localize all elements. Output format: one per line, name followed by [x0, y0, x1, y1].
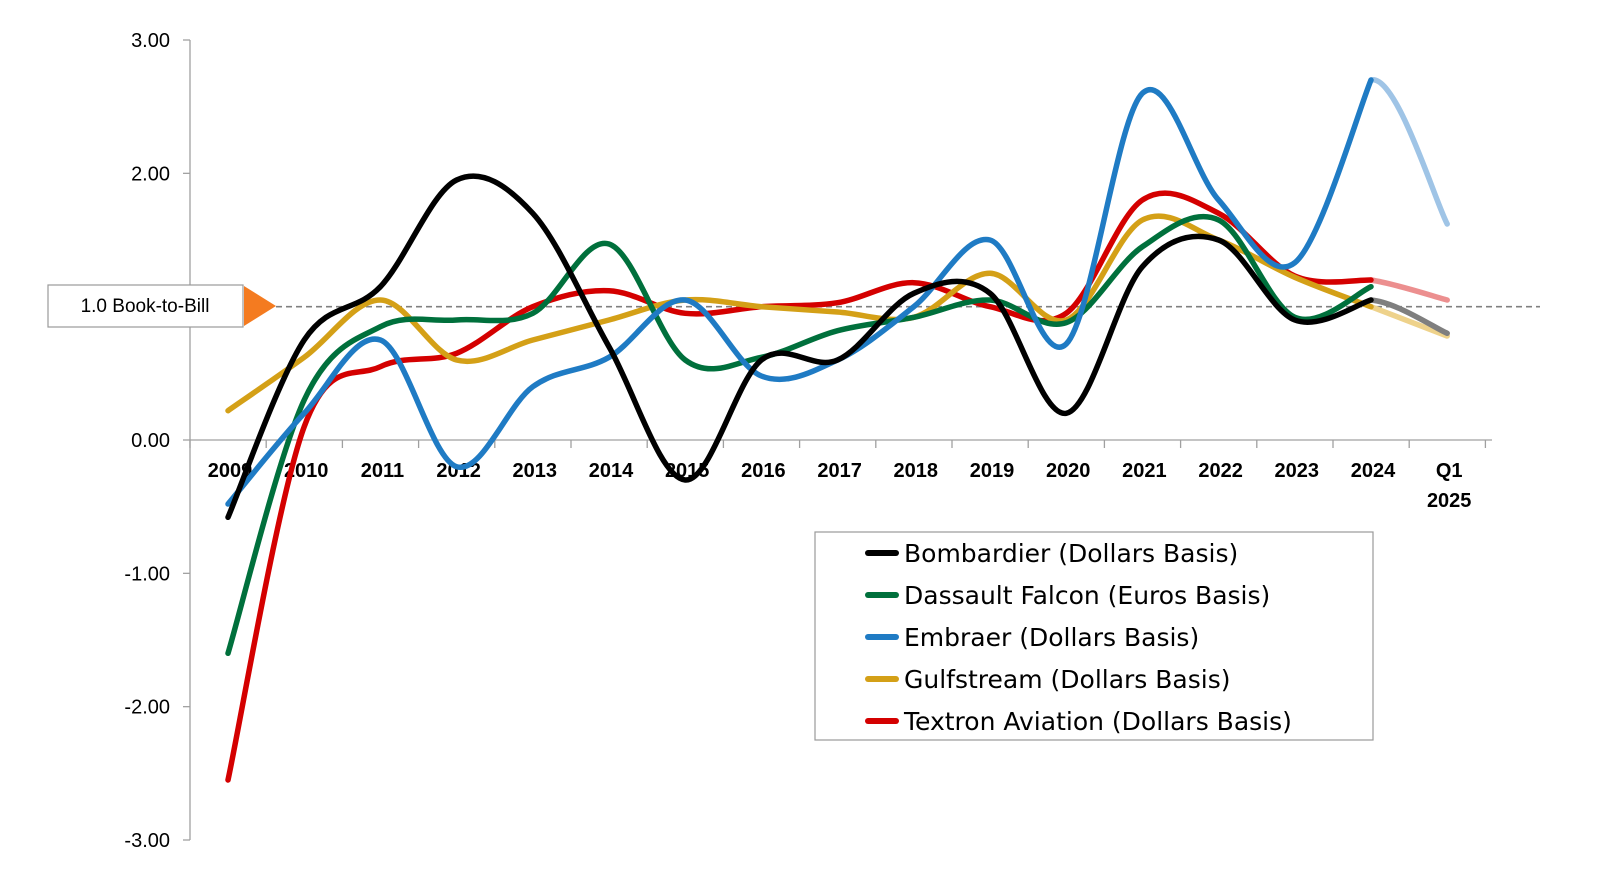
y-tick-label: -2.00 [124, 697, 170, 719]
x-tick-label: 2011 [361, 460, 404, 482]
x-tick-label: 2022 [1198, 460, 1243, 482]
callout-label: 1.0 Book-to-Bill [81, 296, 210, 317]
x-tick-label: 2013 [513, 460, 558, 482]
legend-label-embraer: Embraer (Dollars Basis) [904, 623, 1199, 652]
x-tick-label: 2023 [1275, 460, 1320, 482]
legend-label-gulfstream: Gulfstream (Dollars Basis) [904, 665, 1231, 694]
legend-box [814, 531, 1374, 741]
y-tick-label: 0.00 [131, 430, 170, 452]
callout-arrow-icon [244, 286, 276, 326]
series-line-bombardier [225, 173, 1374, 521]
legend-label-bombardier: Bombardier (Dollars Basis) [904, 539, 1238, 568]
series-line-embraer-projection [1368, 77, 1450, 227]
series-lines [225, 77, 1450, 783]
y-axis: 3.00 2.00 0.00 -1.00 -2.00 -3.00 [124, 30, 191, 852]
y-tick-label: 2.00 [131, 163, 170, 185]
legend-label-textron: Textron Aviation (Dollars Basis) [903, 707, 1292, 736]
callout-box [47, 284, 244, 328]
series-line-textron-projection [1368, 277, 1450, 303]
legend: Bombardier (Dollars Basis) Dassault Falco… [814, 531, 1374, 741]
x-tick-label: Q1 2025 [1427, 460, 1472, 512]
x-tick-label: 2024 [1351, 460, 1396, 482]
series-line-gulfstream [225, 213, 1374, 414]
book-to-bill-callout: 1.0 Book-to-Bill [47, 284, 276, 328]
series-line-gulfstream-projection [1368, 303, 1450, 339]
x-tick-label: 2017 [817, 460, 862, 482]
x-tick-label: 2016 [741, 460, 786, 482]
x-tick-label: 2021 [1122, 460, 1167, 482]
y-tick-label: -3.00 [124, 830, 170, 852]
x-tick-label: 2020 [1046, 460, 1091, 482]
x-tick-label: 2019 [970, 460, 1015, 482]
y-tick-label: -1.00 [124, 563, 170, 585]
x-tick-label: 2014 [589, 460, 634, 482]
x-tick-label: 2018 [894, 460, 939, 482]
y-tick-label: 3.00 [131, 30, 170, 52]
series-line-bombardier-projection [1368, 297, 1450, 337]
legend-label-dassault: Dassault Falcon (Euros Basis) [904, 581, 1270, 610]
x-axis: 2009 2010 2011 2012 2013 2014 2015 2016 2017 2018… [189, 439, 1492, 512]
